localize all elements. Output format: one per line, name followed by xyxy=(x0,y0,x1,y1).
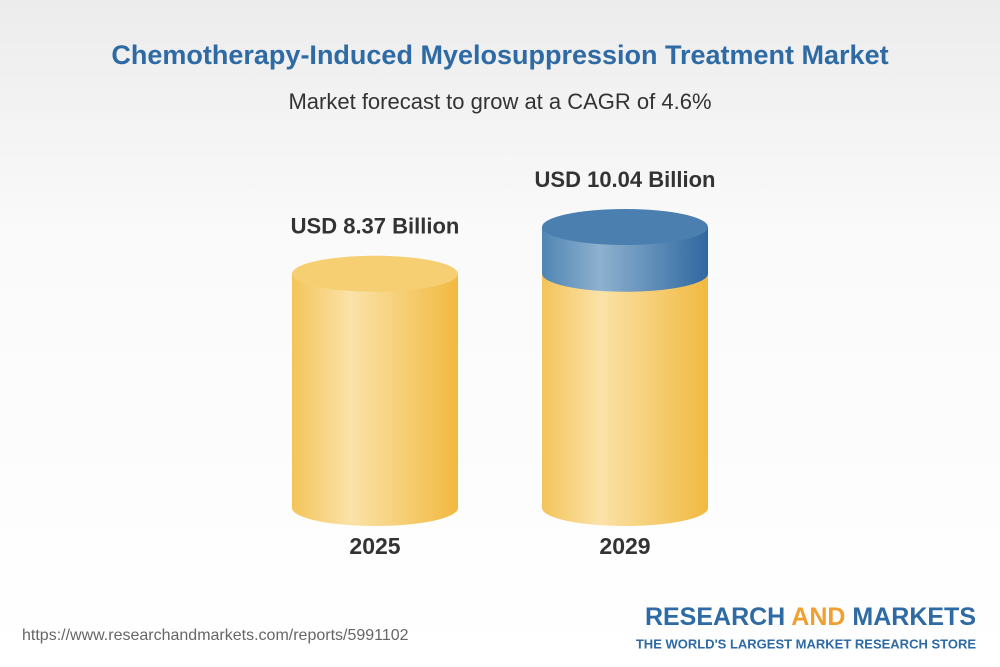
logo: RESEARCH AND MARKETS xyxy=(645,603,976,631)
bar xyxy=(292,273,458,526)
bar xyxy=(542,273,708,526)
source-url: https://www.researchandmarkets.com/repor… xyxy=(22,627,409,644)
logo-tagline: THE WORLD'S LARGEST MARKET RESEARCH STOR… xyxy=(636,636,976,651)
chart-title: Chemotherapy-Induced Myelosuppression Tr… xyxy=(111,40,888,70)
x-tick-label: 2029 xyxy=(599,533,650,559)
chart-subtitle: Market forecast to grow at a CAGR of 4.6… xyxy=(288,89,711,114)
x-tick-label: 2025 xyxy=(349,533,400,559)
value-label: USD 8.37 Billion xyxy=(291,214,460,239)
bar-top xyxy=(292,255,458,292)
value-label: USD 10.04 Billion xyxy=(535,167,716,192)
growth-segment-top xyxy=(542,209,708,245)
growth-segment xyxy=(542,227,708,292)
